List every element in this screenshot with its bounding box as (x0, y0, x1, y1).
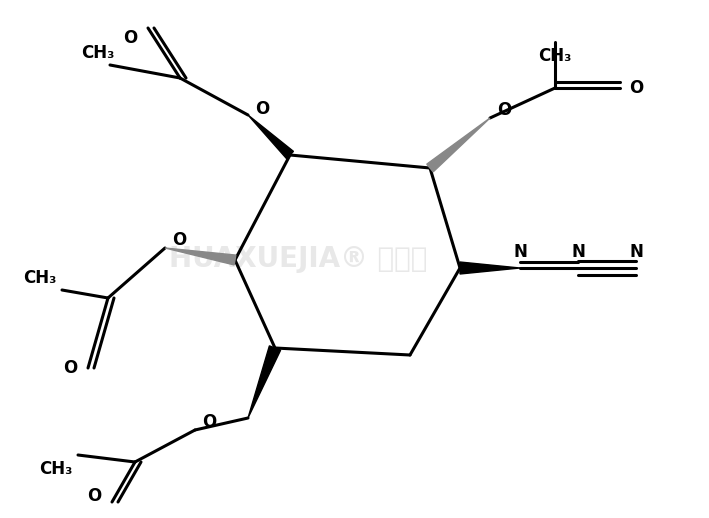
Polygon shape (248, 346, 281, 418)
Text: N: N (571, 243, 585, 261)
Text: O: O (497, 101, 511, 119)
Text: CH₃: CH₃ (538, 47, 571, 65)
Text: O: O (202, 413, 216, 431)
Text: O: O (172, 231, 186, 249)
Text: O: O (123, 29, 137, 47)
Text: O: O (629, 79, 643, 97)
Polygon shape (460, 262, 520, 274)
Text: O: O (63, 359, 77, 377)
Text: N: N (513, 243, 527, 261)
Text: CH₃: CH₃ (39, 460, 73, 478)
Polygon shape (165, 248, 236, 265)
Polygon shape (427, 118, 490, 172)
Text: O: O (255, 100, 269, 118)
Text: O: O (87, 487, 101, 505)
Text: CH₃: CH₃ (23, 269, 57, 287)
Text: HUAXUEJIA® 化学加: HUAXUEJIA® 化学加 (169, 245, 427, 273)
Text: N: N (629, 243, 643, 261)
Polygon shape (248, 115, 294, 159)
Text: CH₃: CH₃ (82, 44, 115, 62)
